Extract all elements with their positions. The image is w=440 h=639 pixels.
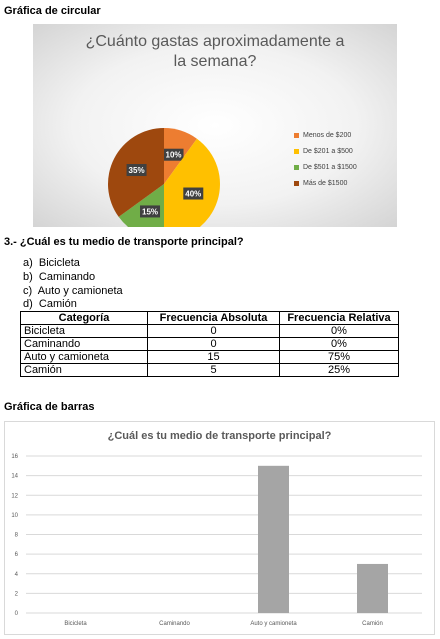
- bar-section-heading: Gráfica de barras: [4, 401, 95, 413]
- y-tick-label: 16: [11, 454, 18, 460]
- legend-label: De $201 a $500: [303, 148, 353, 155]
- y-tick-label: 4: [15, 572, 19, 578]
- table-cell: 25%: [279, 363, 399, 377]
- x-tick-label: Auto y camioneta: [250, 621, 297, 627]
- table-row: Bicicleta 0 0%: [20, 324, 399, 338]
- option-letter: c): [23, 285, 33, 297]
- option-b: b) Caminando: [23, 271, 95, 283]
- table-header: Frecuencia Relativa: [279, 311, 399, 325]
- bar: [357, 563, 388, 613]
- pie-chart-svg: 10% 40% 15% 35%: [108, 128, 220, 227]
- legend-swatch: [294, 165, 299, 170]
- table-cell: 15: [147, 350, 280, 364]
- y-tick-label: 2: [15, 591, 19, 597]
- option-text: Auto y camioneta: [37, 285, 123, 297]
- table-cell: Bicicleta: [20, 324, 148, 338]
- bar: [258, 465, 289, 613]
- option-d: d) Camión: [23, 298, 77, 310]
- legend-label: Más de $1500: [303, 180, 348, 187]
- option-text: Bicicleta: [38, 257, 80, 269]
- table-cell: Caminando: [20, 337, 148, 351]
- question-3-heading: 3.- ¿Cuál es tu medio de transporte prin…: [4, 236, 244, 248]
- table-header: Frecuencia Absoluta: [147, 311, 280, 325]
- option-text: Camión: [38, 298, 77, 310]
- pie-chart-title: ¿Cuánto gastas aproximadamente a la sema…: [33, 32, 397, 72]
- table-cell: 0: [147, 324, 280, 338]
- option-c: c) Auto y camioneta: [23, 285, 123, 297]
- svg-text:35%: 35%: [129, 166, 145, 175]
- option-letter: a): [23, 257, 33, 269]
- x-tick-label: Caminando: [159, 621, 190, 627]
- pie-data-label: 15%: [140, 205, 161, 218]
- svg-text:15%: 15%: [142, 207, 158, 216]
- legend-swatch: [294, 181, 299, 186]
- legend-label: De $501 a $1500: [303, 164, 357, 171]
- legend-item: Más de $1500: [294, 180, 347, 187]
- table-header: Categoría: [20, 311, 148, 325]
- option-letter: d): [23, 298, 33, 310]
- legend-item: Menos de $200: [294, 132, 351, 139]
- table-row: Auto y camioneta 15 75%: [20, 350, 399, 364]
- legend-item: De $501 a $1500: [294, 164, 357, 171]
- y-tick-label: 8: [15, 533, 19, 539]
- pie-chart-panel: ¿Cuánto gastas aproximadamente a la sema…: [33, 24, 397, 227]
- pie-data-label: 35%: [126, 164, 147, 177]
- table-row: Camión 5 25%: [20, 363, 399, 377]
- table-cell: Auto y camioneta: [20, 350, 148, 364]
- table-header-row: Categoría Frecuencia Absoluta Frecuencia…: [20, 311, 399, 325]
- table-cell: 75%: [279, 350, 399, 364]
- pie-data-label: 40%: [183, 187, 204, 200]
- table-cell: 0%: [279, 337, 399, 351]
- y-tick-label: 6: [15, 552, 19, 558]
- x-tick-label: Camión: [362, 621, 383, 627]
- pie-title-line-2: la semana?: [173, 53, 257, 70]
- y-tick-label: 10: [11, 513, 18, 519]
- table-row: Caminando 0 0%: [20, 337, 399, 351]
- y-tick-label: 0: [15, 611, 19, 617]
- option-a: a) Bicicleta: [23, 257, 80, 269]
- svg-text:40%: 40%: [185, 190, 201, 199]
- table-cell: 5: [147, 363, 280, 377]
- option-text: Caminando: [38, 271, 96, 283]
- table-cell: 0: [147, 337, 280, 351]
- table-cell: Camión: [20, 363, 148, 377]
- legend-item: De $201 a $500: [294, 148, 353, 155]
- pie-title-line-1: ¿Cuánto gastas aproximadamente a: [85, 33, 345, 50]
- svg-text:10%: 10%: [166, 151, 182, 160]
- pie-section-heading: Gráfica de circular: [4, 5, 101, 17]
- legend-label: Menos de $200: [303, 132, 352, 139]
- x-tick-label: Bicicleta: [64, 621, 87, 627]
- y-tick-label: 12: [11, 493, 18, 499]
- pie-slice: [164, 138, 220, 227]
- legend-swatch: [294, 149, 299, 154]
- pie-data-label: 10%: [163, 148, 184, 161]
- option-letter: b): [23, 271, 33, 283]
- table-cell: 0%: [279, 324, 399, 338]
- frequency-table: Categoría Frecuencia Absoluta Frecuencia…: [20, 311, 399, 377]
- legend-swatch: [294, 133, 299, 138]
- bar-chart-title: ¿Cuál es tu medio de transporte principa…: [107, 430, 332, 442]
- bar-chart-panel: ¿Cuál es tu medio de transporte principa…: [4, 421, 435, 635]
- y-tick-label: 14: [11, 474, 18, 480]
- bar-chart-svg: 0 2 4 6 8 10 12 14 16 Bicicleta Caminando Auto y ca…: [11, 454, 422, 627]
